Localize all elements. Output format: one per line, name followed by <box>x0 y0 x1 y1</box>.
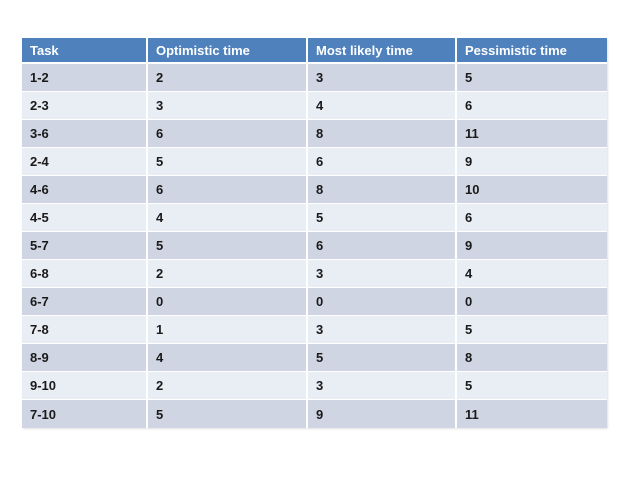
header-row: Task Optimistic time Most likely time Pe… <box>22 38 607 64</box>
task-cell: 2-3 <box>22 92 148 120</box>
value-cell: 4 <box>457 260 607 288</box>
value-cell: 8 <box>308 120 457 148</box>
task-times-table: Task Optimistic time Most likely time Pe… <box>22 38 607 428</box>
task-cell: 4-6 <box>22 176 148 204</box>
table-row: 8-9 4 5 8 <box>22 344 607 372</box>
value-cell: 5 <box>148 148 308 176</box>
value-cell: 6 <box>457 204 607 232</box>
column-header-pessimistic-time: Pessimistic time <box>457 38 607 64</box>
task-cell: 5-7 <box>22 232 148 260</box>
table-row: 2-4 5 6 9 <box>22 148 607 176</box>
value-cell: 2 <box>148 260 308 288</box>
value-cell: 11 <box>457 400 607 428</box>
task-cell: 9-10 <box>22 372 148 400</box>
value-cell: 10 <box>457 176 607 204</box>
value-cell: 4 <box>148 344 308 372</box>
value-cell: 9 <box>457 232 607 260</box>
value-cell: 9 <box>457 148 607 176</box>
value-cell: 5 <box>308 344 457 372</box>
table-row: 4-5 4 5 6 <box>22 204 607 232</box>
table-row: 7-8 1 3 5 <box>22 316 607 344</box>
task-cell: 7-8 <box>22 316 148 344</box>
value-cell: 2 <box>148 64 308 92</box>
value-cell: 6 <box>457 92 607 120</box>
value-cell: 3 <box>308 260 457 288</box>
value-cell: 5 <box>457 64 607 92</box>
table-row: 6-8 2 3 4 <box>22 260 607 288</box>
value-cell: 3 <box>308 316 457 344</box>
value-cell: 6 <box>148 176 308 204</box>
value-cell: 9 <box>308 400 457 428</box>
column-header-optimistic-time: Optimistic time <box>148 38 308 64</box>
table-body: 1-2 2 3 5 2-3 3 4 6 3-6 6 8 11 2-4 5 6 9 4-6 6 8 10 4-5 4 5 6 5-… <box>22 64 607 428</box>
value-cell: 6 <box>148 120 308 148</box>
value-cell: 4 <box>148 204 308 232</box>
table-row: 6-7 0 0 0 <box>22 288 607 316</box>
value-cell: 5 <box>148 232 308 260</box>
column-header-most-likely-time: Most likely time <box>308 38 457 64</box>
value-cell: 3 <box>308 372 457 400</box>
value-cell: 5 <box>308 204 457 232</box>
task-cell: 2-4 <box>22 148 148 176</box>
value-cell: 5 <box>148 400 308 428</box>
value-cell: 6 <box>308 232 457 260</box>
value-cell: 0 <box>308 288 457 316</box>
value-cell: 8 <box>308 176 457 204</box>
value-cell: 0 <box>457 288 607 316</box>
value-cell: 6 <box>308 148 457 176</box>
value-cell: 5 <box>457 316 607 344</box>
value-cell: 3 <box>308 64 457 92</box>
value-cell: 8 <box>457 344 607 372</box>
task-cell: 7-10 <box>22 400 148 428</box>
task-cell: 3-6 <box>22 120 148 148</box>
column-header-task: Task <box>22 38 148 64</box>
task-cell: 6-8 <box>22 260 148 288</box>
task-cell: 8-9 <box>22 344 148 372</box>
table-row: 2-3 3 4 6 <box>22 92 607 120</box>
table-row: 9-10 2 3 5 <box>22 372 607 400</box>
table-row: 7-10 5 9 11 <box>22 400 607 428</box>
value-cell: 11 <box>457 120 607 148</box>
value-cell: 3 <box>148 92 308 120</box>
task-cell: 6-7 <box>22 288 148 316</box>
task-cell: 1-2 <box>22 64 148 92</box>
table-row: 3-6 6 8 11 <box>22 120 607 148</box>
task-cell: 4-5 <box>22 204 148 232</box>
table-row: 1-2 2 3 5 <box>22 64 607 92</box>
value-cell: 4 <box>308 92 457 120</box>
value-cell: 2 <box>148 372 308 400</box>
value-cell: 5 <box>457 372 607 400</box>
value-cell: 0 <box>148 288 308 316</box>
table-row: 5-7 5 6 9 <box>22 232 607 260</box>
value-cell: 1 <box>148 316 308 344</box>
table-row: 4-6 6 8 10 <box>22 176 607 204</box>
